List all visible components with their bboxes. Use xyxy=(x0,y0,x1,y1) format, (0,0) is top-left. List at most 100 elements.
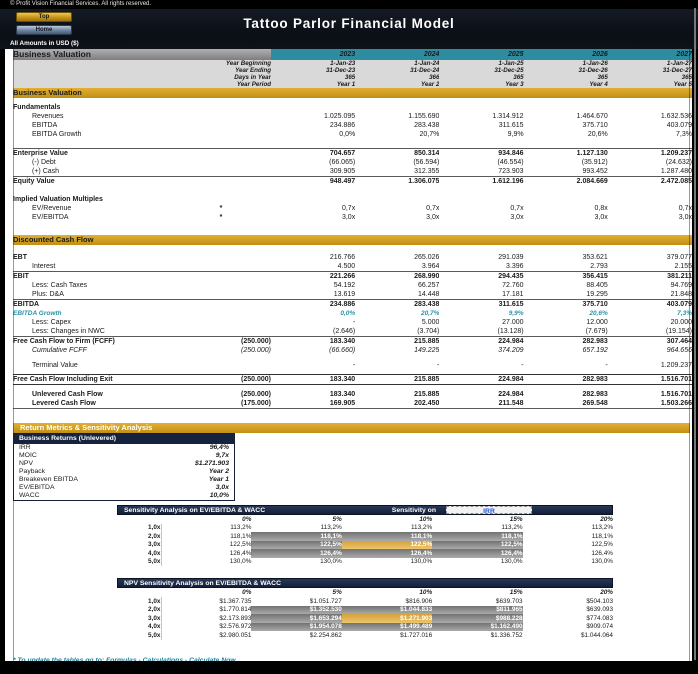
col-header-0: 0% xyxy=(242,589,252,596)
value-cell: 183.340 xyxy=(329,390,356,398)
value-cell: 1.025.095 xyxy=(324,113,356,120)
col-header-10: 10% xyxy=(419,515,433,523)
metric-value: 3,0x xyxy=(215,483,229,491)
empty-cell xyxy=(193,103,271,112)
sensitivity-cell: 126,4% xyxy=(229,549,252,557)
sensitivity-cell: 126,4% xyxy=(341,549,433,558)
row-ev-revenue: EV/Revenue * 0,7x 0,7x 0,7x 0,8x 0,7x xyxy=(13,204,692,213)
sensitivity-cell: $1.352.530 xyxy=(251,605,342,614)
spacer-cell xyxy=(13,139,692,148)
value-cell: 94.769 xyxy=(670,281,692,289)
value-cell: - xyxy=(437,361,440,369)
metric-row-irr: IRR 96,4% xyxy=(14,444,234,452)
sensitivity-metric-selector[interactable]: IRR xyxy=(446,505,532,515)
footnotes: * To update the tables go to: Formulas -… xyxy=(13,656,692,662)
value-cell: 5.000 xyxy=(421,318,440,326)
sensitivity-cell: $1.271.903 xyxy=(341,614,433,623)
sensitivity-cell: 126,4% xyxy=(432,549,523,558)
corner-cell xyxy=(117,515,161,524)
row-label: Implied Valuation Multiples xyxy=(13,195,103,203)
empty-cell xyxy=(193,290,271,300)
value-cell: 4.500 xyxy=(337,262,356,270)
year-header-2024: 2024 xyxy=(355,49,440,60)
row-header: 2,0x xyxy=(117,605,162,614)
value-cell: 215.885 xyxy=(355,374,440,385)
value-cell: 1.516.701 xyxy=(660,390,692,398)
row-label: Terminal Value xyxy=(32,361,78,369)
meta-row-label: Days in Year xyxy=(234,74,272,81)
value-cell: 948.497 xyxy=(271,175,356,186)
value-cell: 1.516.701 xyxy=(607,374,692,385)
value-cell: 312.355 xyxy=(414,167,440,175)
value-cell: 14.448 xyxy=(417,290,440,298)
row-equity-value: Equity Value 948.497 1.306.075 1.612.196 2.0… xyxy=(13,175,692,186)
meta-row-label: Year Period xyxy=(236,81,272,88)
spacer-cell xyxy=(13,245,692,253)
value-cell: 403.079 xyxy=(666,122,692,129)
value-cell: 0,7x xyxy=(341,204,356,212)
meta-row-year-ending: Year Ending 31-Dec-23 31-Dec-24 31-Dec-25 31… xyxy=(13,67,692,74)
row-plus-d-a: Plus: D&A 13.619 14.448 17.181 19.295 21.848 xyxy=(13,290,692,300)
sensitivity-cell: $1.336.752 xyxy=(490,631,523,639)
npv-sensitivity-title: NPV Sensitivity Analysis on EV/EBITDA & … xyxy=(124,580,281,587)
row-ebitda-growth: EBITDA Growth 0,0% 20,7% 9,9% 20,6% 7,3% xyxy=(13,130,692,139)
empty-cell xyxy=(193,298,272,309)
row-label: Interest xyxy=(32,262,56,270)
value-cell: 20.000 xyxy=(670,318,692,326)
value-cell: 3,0x xyxy=(594,213,608,221)
page-title: Tattoo Parlor Financial Model xyxy=(243,16,455,31)
row-ev-ebitda: EV/EBITDA * 3,0x 3,0x 3,0x 3,0x 3,0x xyxy=(13,213,692,222)
row-label: Equity Value xyxy=(13,175,193,186)
meta-cell: 365 xyxy=(344,74,356,81)
valuation-header-row: Business Valuation 2023 2024 2025 2026 2027 xyxy=(13,49,692,60)
top-button[interactable]: Top xyxy=(16,12,72,22)
home-button[interactable]: Home xyxy=(16,25,72,35)
sensitivity-cell: $988.228 xyxy=(432,614,523,623)
row-header: 3,0x xyxy=(117,614,162,623)
meta-cell: 31-Dec-23 xyxy=(325,67,356,74)
sensitivity-cell: $1.051.727 xyxy=(309,597,342,605)
sensitivity-cell: 126,4% xyxy=(251,549,342,558)
sensitivity-cell: 122,5% xyxy=(432,540,523,549)
spacer-row xyxy=(13,245,692,253)
value-cell: 704.657 xyxy=(271,147,356,158)
sensitivity-cell: $504.103 xyxy=(586,597,613,605)
value-cell: 269.548 xyxy=(523,398,608,409)
value-cell: (7.679) xyxy=(585,327,608,335)
row-label: Levered Cash Flow xyxy=(13,398,193,409)
col-header-5: 5% xyxy=(332,515,342,523)
metric-row-npv: NPV $1.271.903 xyxy=(14,460,234,468)
sensitivity-cell: $1.653.294 xyxy=(251,614,342,623)
spacer-cell xyxy=(13,222,692,235)
row-label: Free Cash Flow to Firm (FCFF) xyxy=(13,335,193,346)
empty-cell xyxy=(193,270,272,281)
value-cell: 964.656 xyxy=(666,346,692,354)
sensitivity-cell: $909.074 xyxy=(586,623,613,631)
window-edge-line xyxy=(694,8,696,660)
row-interest: Interest 4.500 3.964 3.396 2.793 2.155 xyxy=(13,262,692,272)
sensitivity-cell: 130,0% xyxy=(500,558,523,566)
value-cell: 657.192 xyxy=(582,346,608,354)
value-cell: 3,0x xyxy=(426,213,440,221)
value-cell: 1.503.266 xyxy=(607,398,692,409)
row-label: (+) Cash xyxy=(32,167,60,175)
empty-cell xyxy=(193,281,271,290)
value-cell: 379.077 xyxy=(666,253,692,261)
value-cell: 2.472.085 xyxy=(607,175,692,186)
meta-cell: 365 xyxy=(597,74,608,81)
meta-cell: 31-Dec-26 xyxy=(578,67,608,74)
row-label: EBIT xyxy=(13,270,193,281)
value-cell: 3.396 xyxy=(506,262,524,270)
value-cell: 2.155 xyxy=(674,262,692,270)
empty-cell xyxy=(193,318,271,327)
business-returns-box: Business Returns (Unlevered) IRR 96,4% MOI… xyxy=(13,432,235,501)
value-cell: 88.405 xyxy=(586,281,608,289)
sensitivity-cell: $2.173.893 xyxy=(219,614,252,622)
sensitivity-cell: $1.044.833 xyxy=(341,605,433,614)
row-cumulative-fcff: Cumulative FCFF (250.000) (66.660) 149.225 3… xyxy=(13,346,692,355)
value-cell: 19.295 xyxy=(586,290,608,298)
sensitivity-cell: 130,0% xyxy=(229,558,252,566)
value-cell: 202.450 xyxy=(355,398,440,409)
row-ebit: EBIT 221.266 268.990 294.435 356.415 381.211 xyxy=(13,270,692,281)
